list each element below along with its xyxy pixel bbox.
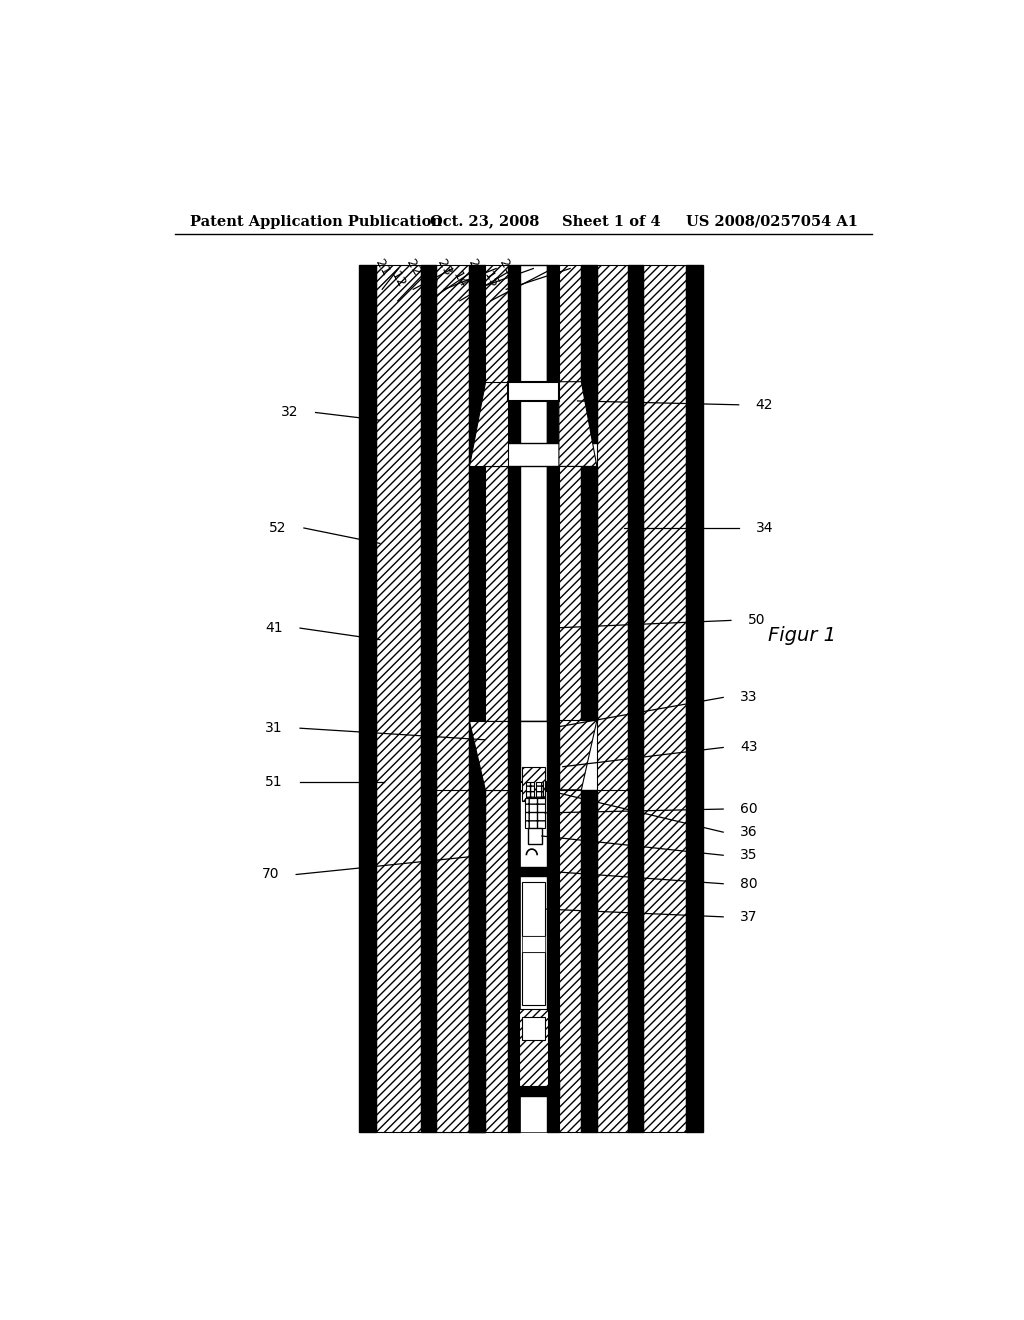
Bar [521, 1016, 545, 1040]
Bar [469, 789, 484, 1133]
Bar [508, 381, 559, 401]
Text: 12: 12 [388, 269, 408, 290]
Bar [526, 781, 535, 797]
Text: Sheet 1 of 4: Sheet 1 of 4 [562, 215, 660, 228]
Bar [521, 936, 545, 952]
Bar [559, 264, 582, 444]
Text: 24: 24 [465, 257, 485, 279]
Text: 32: 32 [281, 405, 299, 420]
Bar [508, 721, 520, 789]
Bar [518, 867, 548, 876]
Bar [582, 264, 597, 444]
Bar [520, 264, 547, 444]
Text: 25: 25 [497, 257, 516, 279]
Polygon shape [559, 381, 597, 466]
Text: 13: 13 [419, 269, 438, 290]
Bar [508, 466, 520, 721]
Bar [508, 789, 520, 1133]
Text: 35: 35 [740, 849, 758, 862]
Bar [520, 721, 547, 789]
Bar [521, 952, 545, 1006]
Polygon shape [559, 721, 597, 789]
Text: 11: 11 [356, 269, 377, 290]
Bar [582, 789, 597, 1133]
Text: 15: 15 [481, 269, 501, 290]
Bar [628, 264, 643, 1133]
Bar [469, 264, 484, 1133]
Bar [484, 466, 508, 721]
Text: 42: 42 [756, 397, 773, 412]
Bar [484, 264, 508, 444]
Bar [597, 264, 628, 1133]
Text: 34: 34 [756, 521, 773, 535]
Bar [582, 466, 597, 721]
Bar [520, 466, 547, 721]
Text: Patent Application Publication: Patent Application Publication [190, 215, 442, 228]
Text: 36: 36 [740, 825, 758, 840]
Bar [559, 466, 582, 721]
Text: 41: 41 [265, 622, 283, 635]
Text: 80: 80 [740, 876, 758, 891]
Text: 21: 21 [373, 257, 392, 279]
Bar [508, 1082, 559, 1096]
Text: 23: 23 [434, 257, 454, 279]
Bar [528, 829, 542, 843]
Bar [520, 781, 547, 792]
Bar [686, 264, 703, 1133]
Bar [436, 789, 469, 1133]
Bar [484, 721, 508, 789]
Text: 14: 14 [450, 269, 470, 290]
Bar [559, 789, 582, 1133]
Text: US 2008/0257054 A1: US 2008/0257054 A1 [686, 215, 858, 228]
Bar [521, 767, 545, 801]
Bar [520, 789, 547, 1133]
Bar [376, 264, 421, 1133]
Text: 31: 31 [265, 721, 283, 735]
Bar [421, 264, 436, 1133]
Bar [436, 264, 469, 1133]
Text: 22: 22 [403, 257, 423, 279]
Bar [524, 797, 545, 829]
Text: 51: 51 [265, 775, 283, 789]
Text: 37: 37 [740, 909, 758, 924]
Bar [559, 721, 582, 789]
Text: 60: 60 [740, 803, 758, 816]
Text: 33: 33 [740, 690, 758, 705]
Bar [484, 789, 508, 1133]
Polygon shape [469, 721, 508, 789]
Text: Figur 1: Figur 1 [768, 626, 837, 645]
Bar [547, 721, 559, 789]
Bar [508, 264, 520, 444]
Text: 50: 50 [748, 614, 766, 627]
Bar [643, 264, 686, 1133]
Text: 43: 43 [740, 741, 758, 755]
Bar [547, 789, 559, 1133]
Bar [359, 264, 376, 1133]
Bar [597, 789, 628, 1133]
Bar [547, 264, 559, 444]
Text: 52: 52 [269, 521, 287, 535]
Bar [521, 882, 545, 936]
Polygon shape [469, 381, 508, 466]
Text: 70: 70 [261, 867, 280, 882]
Text: Oct. 23, 2008: Oct. 23, 2008 [430, 215, 540, 228]
Bar [518, 1010, 548, 1086]
Bar [536, 781, 544, 797]
Bar [547, 466, 559, 721]
